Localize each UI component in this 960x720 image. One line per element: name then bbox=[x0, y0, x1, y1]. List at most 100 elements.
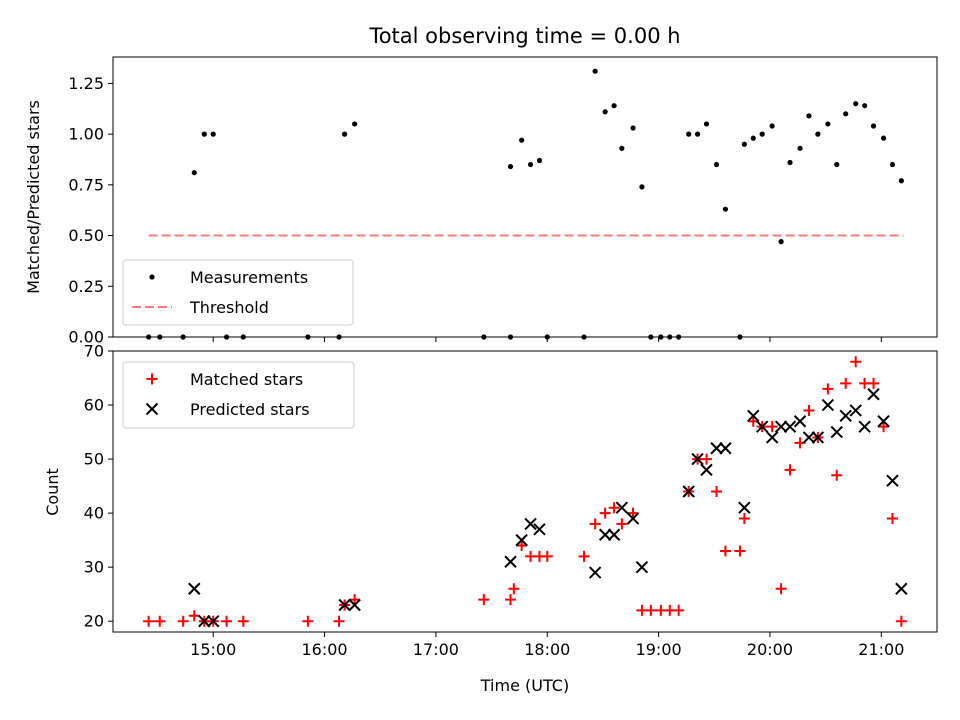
y-tick-label: 0.00 bbox=[68, 328, 104, 347]
data-point bbox=[834, 161, 840, 168]
data-point bbox=[898, 178, 904, 184]
y-tick-label: 20 bbox=[84, 612, 104, 631]
data-point bbox=[803, 404, 815, 416]
y-axis-label: Matched/Predicted stars bbox=[24, 100, 43, 294]
data-point bbox=[738, 513, 750, 525]
data-point bbox=[607, 528, 621, 541]
data-point bbox=[519, 137, 525, 143]
data-point bbox=[853, 101, 859, 107]
data-point bbox=[207, 614, 220, 628]
data-point bbox=[505, 594, 517, 606]
data-point bbox=[701, 453, 713, 465]
data-point bbox=[619, 145, 625, 151]
y-tick-label: 60 bbox=[84, 396, 104, 415]
data-point bbox=[527, 161, 534, 168]
data-point bbox=[616, 518, 628, 530]
data-point bbox=[719, 442, 732, 455]
data-point bbox=[589, 518, 601, 530]
data-point bbox=[188, 582, 201, 595]
data-point bbox=[639, 184, 645, 190]
y-tick-label: 0.25 bbox=[68, 277, 104, 296]
data-point bbox=[508, 583, 520, 595]
data-point bbox=[797, 145, 803, 151]
data-point bbox=[710, 442, 723, 455]
data-point bbox=[775, 583, 787, 595]
legend-marker bbox=[149, 274, 155, 280]
data-point bbox=[611, 103, 617, 109]
data-point bbox=[177, 615, 189, 627]
data-point bbox=[868, 377, 880, 389]
data-point bbox=[598, 528, 612, 541]
data-point bbox=[765, 431, 779, 444]
x-tick-label: 15:00 bbox=[190, 640, 236, 659]
series-1 bbox=[188, 388, 908, 628]
data-point bbox=[478, 594, 490, 606]
data-point bbox=[516, 540, 528, 552]
plot-frame bbox=[112, 350, 938, 633]
y-tick-label: 1.00 bbox=[68, 125, 104, 144]
data-point bbox=[592, 68, 598, 74]
data-point bbox=[630, 125, 636, 131]
legend: Measurements Threshold bbox=[122, 259, 354, 326]
data-point bbox=[608, 502, 620, 514]
data-point bbox=[778, 239, 784, 245]
data-point bbox=[201, 131, 207, 137]
data-point bbox=[711, 486, 723, 497]
data-point bbox=[627, 507, 639, 519]
y-tick-label: 40 bbox=[84, 504, 104, 523]
data-point bbox=[348, 598, 361, 612]
data-point bbox=[886, 513, 898, 525]
legend-label: Matched stars bbox=[190, 370, 303, 389]
ratio-panel: Total observing time = 0.00 h Matched/Pr… bbox=[24, 24, 938, 347]
data-point bbox=[747, 409, 760, 423]
data-point bbox=[806, 113, 812, 119]
y-tick-label: 0.75 bbox=[68, 175, 104, 194]
data-point bbox=[787, 159, 793, 166]
data-point bbox=[830, 425, 843, 439]
data-point bbox=[886, 474, 899, 487]
chart-title: Total observing time = 0.00 h bbox=[368, 24, 680, 48]
data-point bbox=[895, 615, 907, 627]
x-tick-label: 20:00 bbox=[747, 640, 793, 659]
data-point bbox=[889, 161, 896, 168]
data-point bbox=[769, 123, 775, 129]
x-tick-label: 16:00 bbox=[302, 640, 348, 659]
data-point bbox=[338, 598, 351, 612]
data-point bbox=[154, 615, 166, 627]
data-point bbox=[682, 485, 695, 498]
data-point bbox=[821, 398, 835, 412]
legend-label: Predicted stars bbox=[190, 400, 310, 419]
data-point bbox=[880, 135, 887, 141]
data-point bbox=[870, 123, 877, 129]
data-point bbox=[840, 377, 852, 389]
data-point bbox=[673, 604, 685, 616]
data-point bbox=[825, 121, 831, 127]
data-point bbox=[349, 594, 361, 606]
data-point bbox=[858, 420, 871, 433]
y-axis-label: Count bbox=[43, 468, 62, 516]
data-point bbox=[755, 420, 769, 433]
data-point bbox=[515, 533, 528, 547]
data-point bbox=[766, 421, 778, 433]
legend: Matched stars Predicted stars bbox=[122, 361, 355, 429]
data-point bbox=[759, 131, 765, 137]
data-point bbox=[210, 131, 216, 137]
data-point bbox=[686, 131, 692, 137]
data-point bbox=[302, 615, 314, 627]
data-point bbox=[602, 109, 608, 115]
legend-frame bbox=[122, 259, 354, 326]
data-point bbox=[691, 452, 704, 466]
data-point bbox=[588, 566, 602, 579]
data-point bbox=[536, 157, 543, 164]
data-point bbox=[719, 545, 731, 557]
data-point bbox=[750, 135, 756, 141]
data-point bbox=[700, 463, 713, 477]
x-tick-label: 19:00 bbox=[636, 640, 682, 659]
legend-marker bbox=[145, 402, 159, 416]
data-point bbox=[822, 383, 834, 395]
data-point bbox=[839, 409, 852, 423]
data-point bbox=[895, 582, 908, 595]
y-tick-label: 30 bbox=[84, 558, 104, 577]
data-point bbox=[524, 517, 537, 531]
data-point bbox=[802, 431, 816, 444]
